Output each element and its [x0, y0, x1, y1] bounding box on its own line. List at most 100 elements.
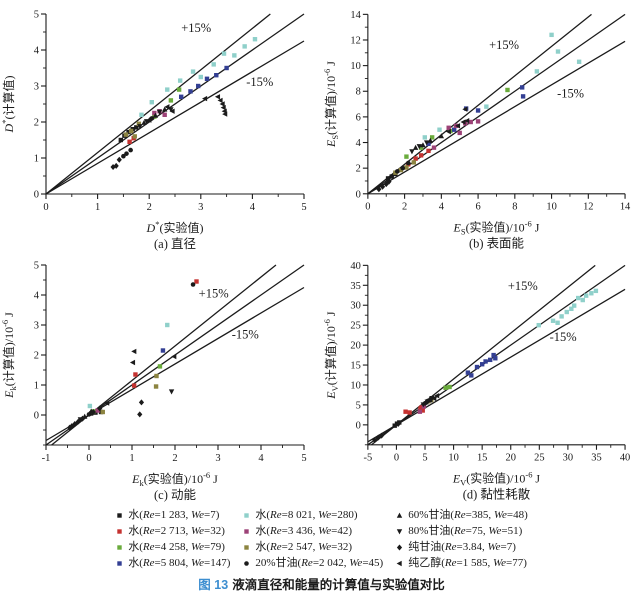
data-point: [375, 434, 381, 441]
data-point: [475, 119, 481, 124]
panel-caption: (d) 黏性耗散: [463, 487, 531, 502]
data-point: [443, 385, 448, 390]
series-water5: [139, 37, 258, 117]
legend-label: 水(Re=2 547, We=32): [255, 541, 353, 553]
svg-text:1: 1: [34, 154, 39, 165]
data-point: [117, 545, 122, 550]
data-point: [431, 145, 437, 150]
data-point: [214, 94, 221, 100]
data-point: [421, 404, 427, 409]
legend: 水(Re=1 283, We=7) 水(Re=2 713, We=32) 水(Re=…: [0, 504, 643, 571]
series-water5: [422, 32, 582, 140]
legend-label: 纯甘油(Re=3.84, We=7): [408, 541, 516, 553]
panel-grid: 0 1 2 3 4 5 0 1 2 3 4 5 +15% -15% D*(实验值) D*(计算值) (a) 直径…: [0, 10, 631, 504]
svg-text:1: 1: [34, 381, 39, 392]
panel-c-kinetic-energy: -1 0 1 2 3 4 5 0 1 2 3 4 5 +15% -15% Ek(实验值)/10-6 J Ek(计…: [0, 252, 322, 504]
svg-text:4: 4: [250, 202, 256, 213]
data-point: [242, 44, 247, 49]
data-point: [404, 165, 409, 170]
data-point: [244, 529, 250, 534]
data-point: [194, 279, 199, 284]
data-point: [149, 100, 154, 105]
data-point: [479, 362, 485, 367]
y-axis-label: D*(计算值): [0, 76, 16, 134]
data-point: [232, 53, 237, 58]
y-axis-label: EV(计算值)/10-6 J: [322, 311, 340, 400]
legend-label: 20%甘油(Re=2 042, We=45): [255, 557, 384, 569]
data-point: [161, 106, 168, 112]
data-point: [244, 545, 250, 550]
svg-text:10: 10: [350, 61, 360, 72]
data-point: [589, 291, 594, 296]
data-point: [474, 364, 480, 370]
data-point: [220, 104, 226, 111]
square-marker-icon: [117, 561, 122, 566]
svg-text:0: 0: [34, 190, 39, 201]
data-point: [464, 118, 470, 124]
square-marker-icon: [244, 529, 250, 534]
data-point: [417, 409, 423, 414]
data-point: [469, 373, 474, 378]
legend-item-water1: 水(Re=1 283, We=7): [115, 508, 230, 523]
svg-text:4: 4: [258, 453, 264, 464]
svg-text:5: 5: [356, 400, 361, 411]
legend-item-water5: 水(Re=8 021, We=280): [242, 508, 383, 523]
data-point: [133, 372, 138, 377]
svg-text:2: 2: [402, 202, 407, 213]
legend-column-2: 水(Re=8 021, We=280) 水(Re=3 436, We=42) 水(R…: [242, 508, 383, 571]
data-point: [418, 153, 424, 158]
x-axis-label: ES(实验值)/10-6 J: [453, 219, 540, 237]
svg-text:14: 14: [620, 202, 631, 213]
svg-text:2: 2: [172, 453, 177, 464]
data-point: [465, 370, 471, 375]
data-point: [117, 529, 122, 534]
svg-text:5: 5: [422, 453, 427, 464]
data-point: [462, 106, 468, 112]
data-point: [162, 112, 167, 117]
chart-d-viscous-dissipation: -5 0 5 10 15 20 25 30 35 40 0 5 10 15 20 25 30 35 40 +15% -1…: [322, 261, 630, 502]
annotation-+15%: +15%: [489, 38, 519, 52]
data-point: [487, 357, 493, 363]
legend-item-gly60: 60%甘油(Re=385, We=48): [395, 508, 528, 523]
data-point: [576, 59, 582, 64]
svg-text:12: 12: [350, 35, 360, 46]
data-point: [137, 124, 143, 130]
data-point: [72, 421, 78, 427]
data-point: [457, 130, 462, 136]
data-point: [475, 108, 481, 113]
square-marker-icon: [244, 545, 250, 550]
data-point: [126, 129, 131, 135]
data-point: [131, 348, 137, 355]
svg-text:40: 40: [620, 453, 630, 464]
series-water6: [417, 404, 427, 414]
data-point: [407, 410, 412, 415]
circle-marker-icon: [244, 561, 250, 566]
data-point: [550, 318, 556, 323]
data-point: [549, 32, 554, 38]
data-point: [75, 418, 81, 425]
svg-text:4: 4: [34, 291, 40, 302]
series-gly80: [409, 140, 430, 155]
data-point: [202, 95, 208, 102]
svg-text:8: 8: [512, 202, 517, 213]
data-point: [139, 112, 144, 117]
data-point: [110, 164, 116, 170]
data-point: [422, 135, 428, 140]
svg-text:4: 4: [356, 138, 362, 149]
data-point: [519, 85, 525, 90]
axes: -5 0 5 10 15 20 25 30 35 40 0 5 10 15 20 25 30 35 40: [350, 261, 630, 464]
square-marker-icon: [117, 545, 122, 550]
svg-text:4: 4: [34, 46, 40, 57]
data-point: [445, 128, 451, 135]
tri-down-marker-icon: [397, 529, 403, 535]
data-point: [379, 183, 386, 190]
diamond-marker-icon: [397, 544, 403, 551]
svg-text:3: 3: [34, 82, 39, 93]
data-point: [123, 132, 129, 137]
annotation--15%: -15%: [232, 328, 259, 342]
legend-item-water6: 水(Re=3 436, We=42): [242, 524, 383, 539]
data-point: [426, 148, 431, 154]
data-point: [438, 133, 445, 139]
svg-text:20: 20: [506, 453, 516, 464]
figure-caption: 图 13 液滴直径和能量的计算值与实验值对比: [0, 574, 643, 593]
